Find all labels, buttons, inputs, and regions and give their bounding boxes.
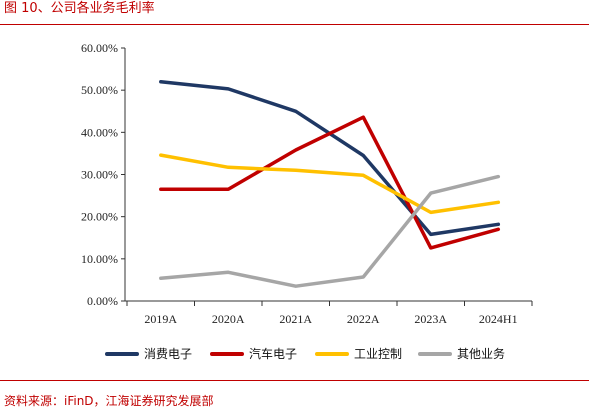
x-tick-label: 2023A	[414, 312, 447, 326]
legend-label: 汽车电子	[249, 346, 297, 361]
y-tick-label: 40.00%	[81, 125, 118, 139]
y-tick-label: 0.00%	[87, 294, 118, 308]
x-tick-label: 2024H1	[479, 312, 518, 326]
y-axis: 0.00% 10.00% 20.00% 30.00% 40.00% 50.00% 60.00…	[81, 41, 125, 308]
source-note: 资料来源：iFinD，江海证券研究发展部	[4, 393, 214, 409]
series-line-3	[161, 155, 499, 212]
x-tick-label: 2021A	[279, 312, 312, 326]
x-tick-label: 2019A	[144, 312, 177, 326]
legend-label: 工业控制	[354, 347, 402, 361]
legend-label: 消费电子	[144, 347, 192, 361]
series-lines	[161, 82, 499, 287]
y-tick-label: 20.00%	[81, 210, 118, 224]
bottom-divider	[0, 380, 589, 381]
series-line-2	[161, 117, 499, 248]
x-tick-label: 2020A	[212, 312, 245, 326]
y-tick-label: 10.00%	[81, 252, 118, 266]
y-tick-label: 50.00%	[81, 83, 118, 97]
y-tick-label: 30.00%	[81, 168, 118, 182]
chart-legend: 消费电子 汽车电子 工业控制 其他业务	[107, 346, 505, 361]
legend-label: 其他业务	[457, 346, 505, 361]
x-tick-label: 2022A	[347, 312, 380, 326]
y-tick-label: 60.00%	[81, 41, 118, 55]
x-axis: 2019A 2020A 2021A 2022A 2023A 2024H1	[125, 301, 532, 326]
